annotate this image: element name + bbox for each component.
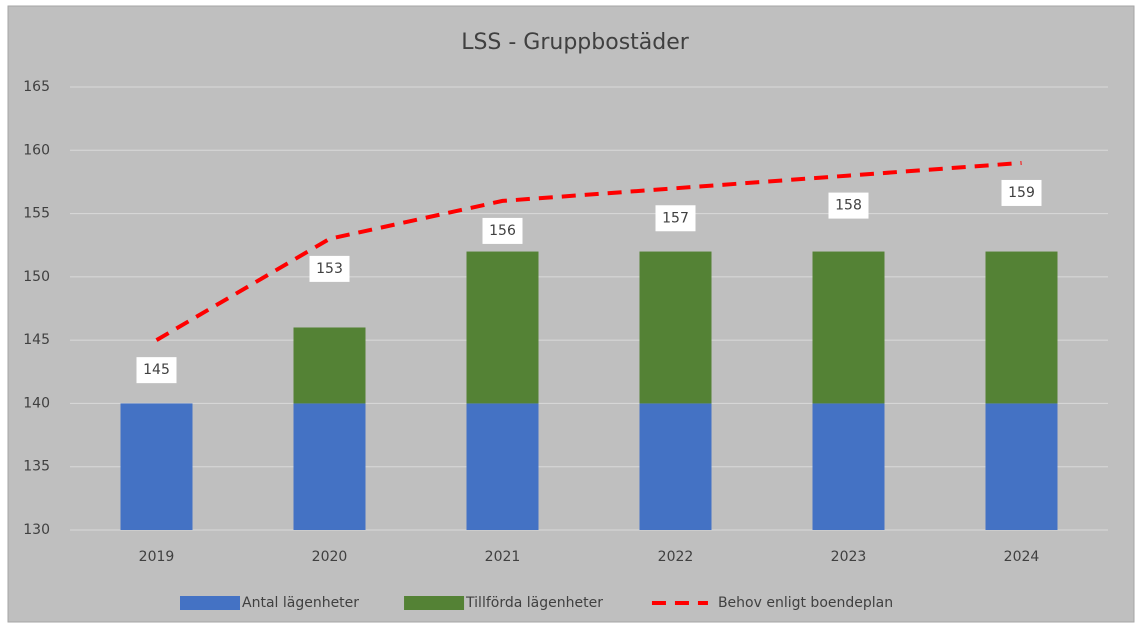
y-tick-label: 140	[23, 395, 50, 411]
y-tick-label: 155	[23, 206, 50, 222]
y-tick-label: 135	[23, 459, 50, 475]
data-label: 157	[662, 210, 689, 226]
legend-label: Behov enligt boendeplan	[718, 595, 893, 611]
data-label-box	[1001, 179, 1042, 206]
bar	[466, 251, 539, 404]
y-tick-label: 145	[23, 332, 50, 348]
y-tick-label: 165	[23, 79, 50, 95]
bar	[985, 403, 1058, 530]
data-label: 145	[143, 362, 170, 378]
data-label-box	[136, 357, 177, 384]
x-tick-label: 2023	[831, 549, 867, 565]
legend-label: Tillförda lägenheter	[465, 595, 603, 611]
data-label-box	[828, 192, 869, 219]
data-label-box	[482, 217, 523, 244]
y-tick-label: 150	[23, 269, 50, 285]
legend-label: Antal lägenheter	[242, 595, 359, 611]
line-series	[155, 160, 1022, 342]
bar	[639, 403, 712, 530]
chart-title: LSS - Gruppbostäder	[461, 30, 690, 55]
data-label: 158	[835, 198, 862, 214]
y-tick-label: 130	[23, 522, 50, 538]
data-label: 153	[316, 261, 343, 277]
bar	[812, 251, 885, 404]
x-tick-label: 2021	[485, 549, 521, 565]
bar	[812, 403, 885, 530]
bar	[985, 251, 1058, 404]
y-tick-label: 160	[23, 142, 50, 158]
bar	[466, 403, 539, 530]
legend-swatch	[180, 596, 240, 610]
chart-area	[7, 5, 1135, 623]
data-label: 156	[489, 223, 516, 239]
data-label-box	[309, 255, 350, 282]
data-label: 159	[1008, 185, 1035, 201]
x-tick-label: 2019	[139, 549, 175, 565]
x-tick-label: 2024	[1004, 549, 1040, 565]
bar	[639, 251, 712, 404]
bar	[293, 403, 366, 530]
bar	[120, 403, 193, 530]
x-tick-label: 2022	[658, 549, 694, 565]
data-label-box	[655, 205, 696, 232]
bar	[293, 327, 366, 404]
legend-swatch	[404, 596, 465, 610]
x-tick-label: 2020	[312, 549, 348, 565]
